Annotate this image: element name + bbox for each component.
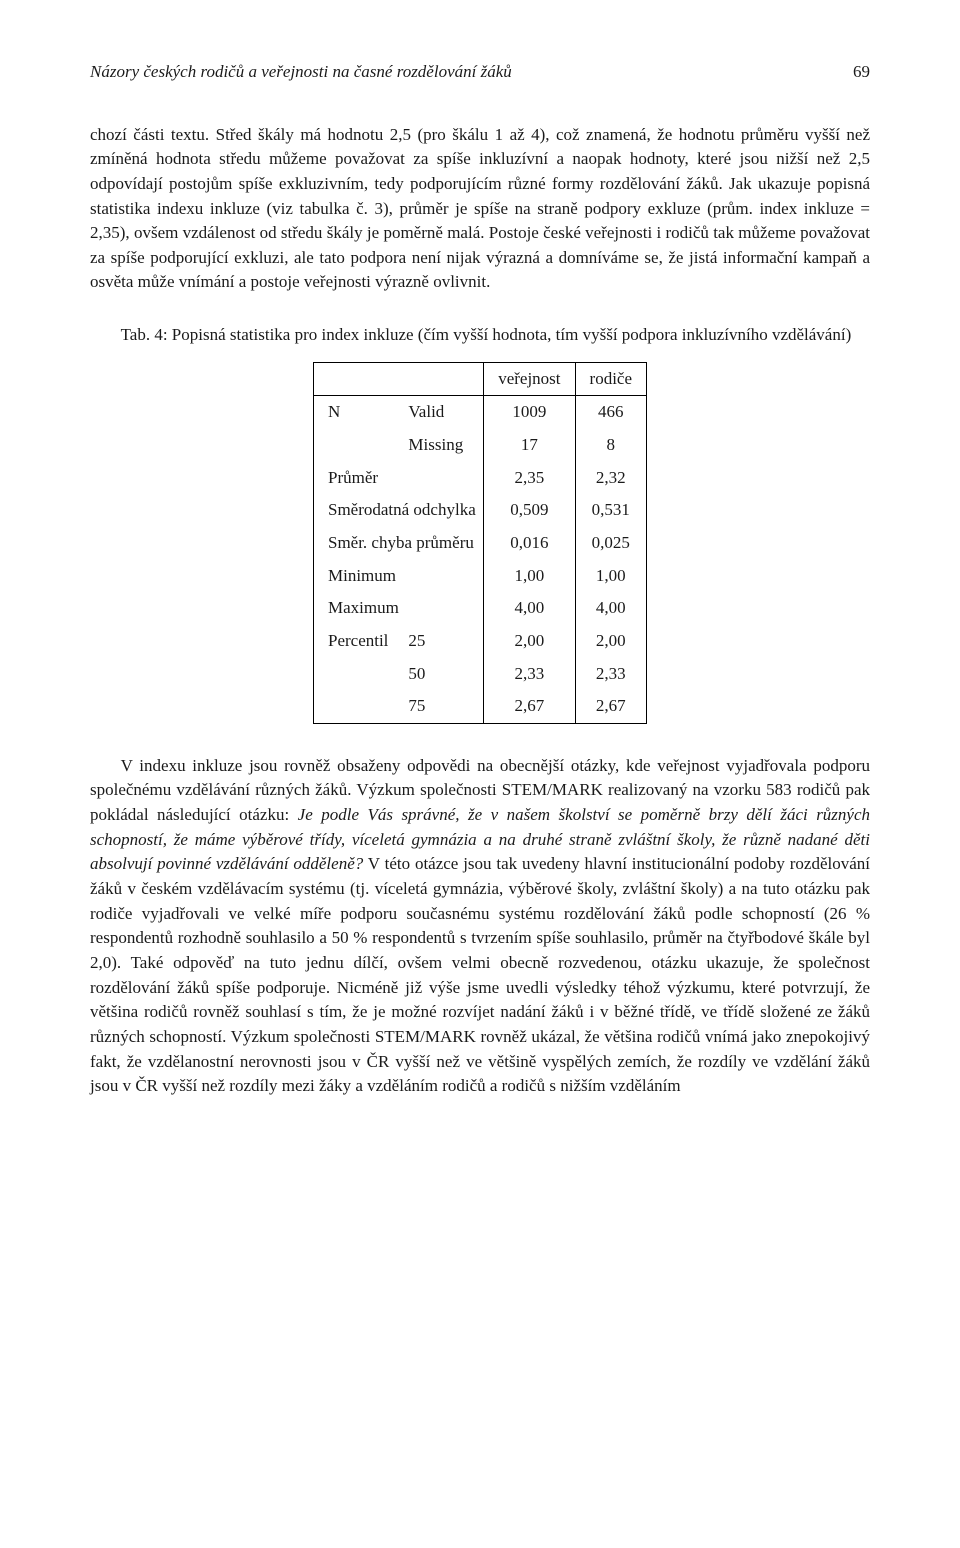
running-header: Názory českých rodičů a veřejnosti na ča… [90, 60, 870, 85]
cell: 1,00 [484, 560, 575, 593]
table-corner [313, 362, 483, 396]
cell: 2,67 [575, 690, 646, 723]
row-label: Maximum [313, 592, 483, 625]
row-label: Minimum [313, 560, 483, 593]
cell: 17 [484, 429, 575, 462]
running-title: Názory českých rodičů a veřejnosti na ča… [90, 60, 512, 85]
cell: 0,509 [484, 494, 575, 527]
cell: 4,00 [484, 592, 575, 625]
row-label: Směr. chyba průměru [313, 527, 483, 560]
row-sublabel: 75 [394, 690, 483, 723]
cell: 2,67 [484, 690, 575, 723]
stats-table: veřejnost rodiče N Valid 1009 466 Missin… [313, 362, 647, 724]
cell: 2,00 [484, 625, 575, 658]
row-label: N [313, 396, 394, 429]
cell: 0,025 [575, 527, 646, 560]
cell: 0,016 [484, 527, 575, 560]
body-paragraph: chozí části textu. Střed škály má hodnot… [90, 123, 870, 295]
cell: 2,00 [575, 625, 646, 658]
row-label: Směrodatná odchylka [313, 494, 483, 527]
stats-table-wrap: veřejnost rodiče N Valid 1009 466 Missin… [90, 362, 870, 724]
cell: 466 [575, 396, 646, 429]
cell: 8 [575, 429, 646, 462]
cell: 4,00 [575, 592, 646, 625]
row-label [313, 658, 394, 691]
cell: 0,531 [575, 494, 646, 527]
col-header: rodiče [575, 362, 646, 396]
row-sublabel: Valid [394, 396, 483, 429]
row-sublabel: 50 [394, 658, 483, 691]
cell: 1,00 [575, 560, 646, 593]
row-label: Percentil [313, 625, 394, 658]
col-header: veřejnost [484, 362, 575, 396]
row-sublabel: Missing [394, 429, 483, 462]
row-label [313, 690, 394, 723]
p2-part-b: V této otázce jsou tak uvedeny hlavní in… [90, 854, 870, 1095]
page-number: 69 [853, 60, 870, 85]
row-sublabel: 25 [394, 625, 483, 658]
cell: 2,32 [575, 462, 646, 495]
cell: 2,33 [484, 658, 575, 691]
row-label [313, 429, 394, 462]
cell: 1009 [484, 396, 575, 429]
body-paragraph: V indexu inkluze jsou rovněž obsaženy od… [90, 754, 870, 1099]
cell: 2,35 [484, 462, 575, 495]
cell: 2,33 [575, 658, 646, 691]
table-caption: Tab. 4: Popisná statistika pro index ink… [90, 323, 870, 348]
row-label: Průměr [313, 462, 483, 495]
